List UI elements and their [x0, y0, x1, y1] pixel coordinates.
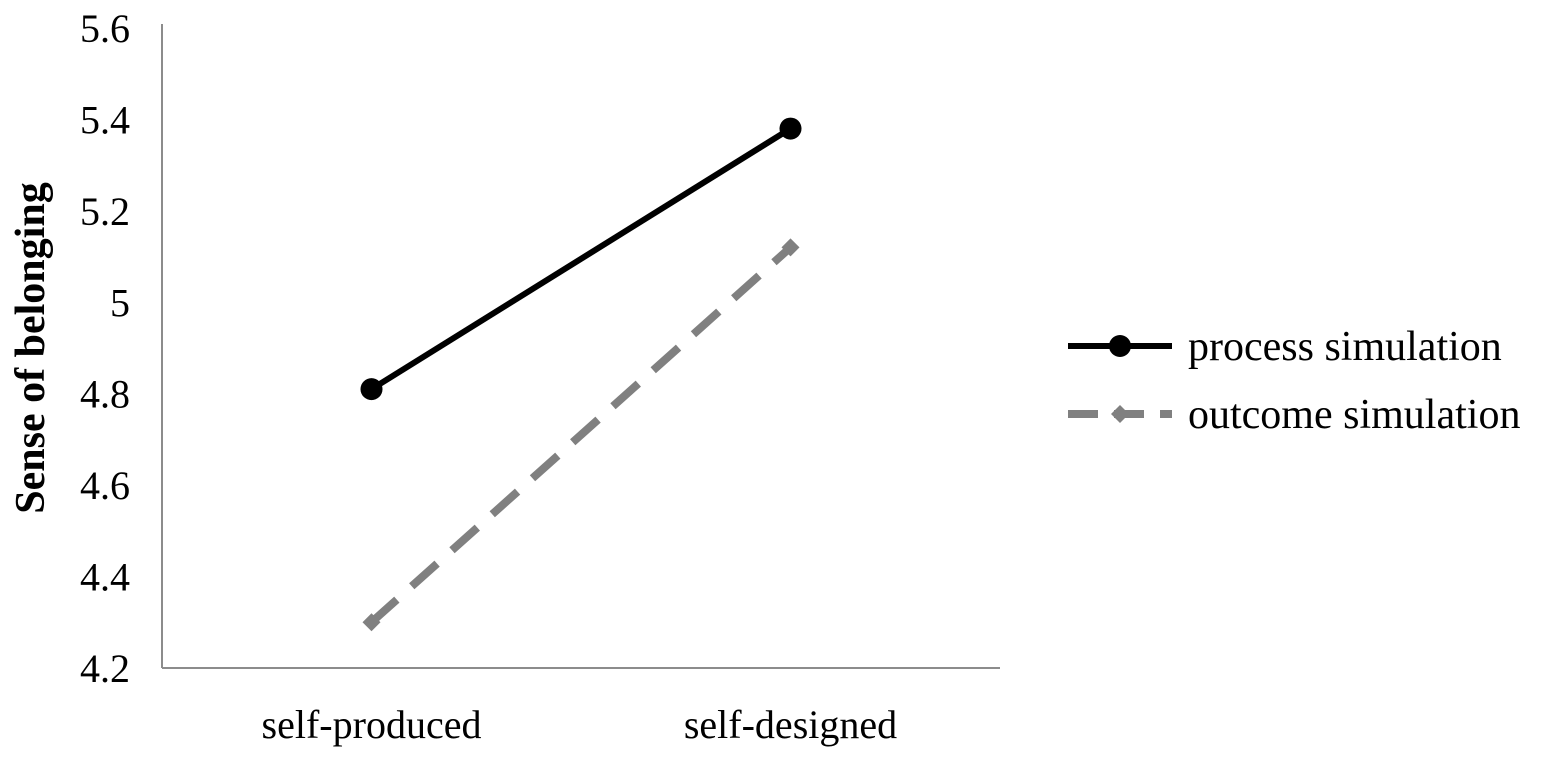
legend-label: outcome simulation: [1188, 392, 1520, 438]
y-tick-label: 5.6: [80, 6, 130, 51]
data-point-marker: [779, 117, 802, 140]
y-tick-label: 5.2: [80, 189, 130, 234]
data-point-marker: [781, 238, 800, 257]
y-tick-labels: 4.2 4.4 4.6 4.8 5 5.2 5.4 5.6: [80, 6, 130, 691]
legend: process simulation outcome simulation: [1068, 324, 1520, 438]
x-category-label: self-designed: [684, 702, 897, 747]
legend-item: outcome simulation: [1068, 392, 1520, 438]
y-tick-label: 4.4: [80, 555, 130, 600]
series-line: [369, 126, 793, 392]
x-category-labels: self-produced self-designed: [262, 702, 898, 747]
legend-marker: [1109, 335, 1131, 357]
y-tick-label: 4.8: [80, 372, 130, 417]
y-tick-label: 5: [110, 280, 130, 325]
axes: [161, 24, 1000, 669]
series-1: [360, 117, 802, 401]
data-point-marker: [360, 378, 383, 401]
y-tick-label: 5.4: [80, 97, 130, 142]
y-tick-label: 4.2: [80, 646, 130, 691]
y-tick-label: 4.6: [80, 463, 130, 508]
series-line: [368, 244, 794, 626]
legend-marker: [1111, 405, 1129, 423]
series-2: [362, 238, 800, 632]
data-point-marker: [362, 613, 381, 632]
y-axis-label: Sense of belonging: [8, 182, 54, 513]
x-category-label: self-produced: [262, 702, 482, 747]
legend-label: process simulation: [1188, 324, 1502, 370]
legend-item: process simulation: [1068, 324, 1502, 370]
series-group: [360, 117, 802, 632]
